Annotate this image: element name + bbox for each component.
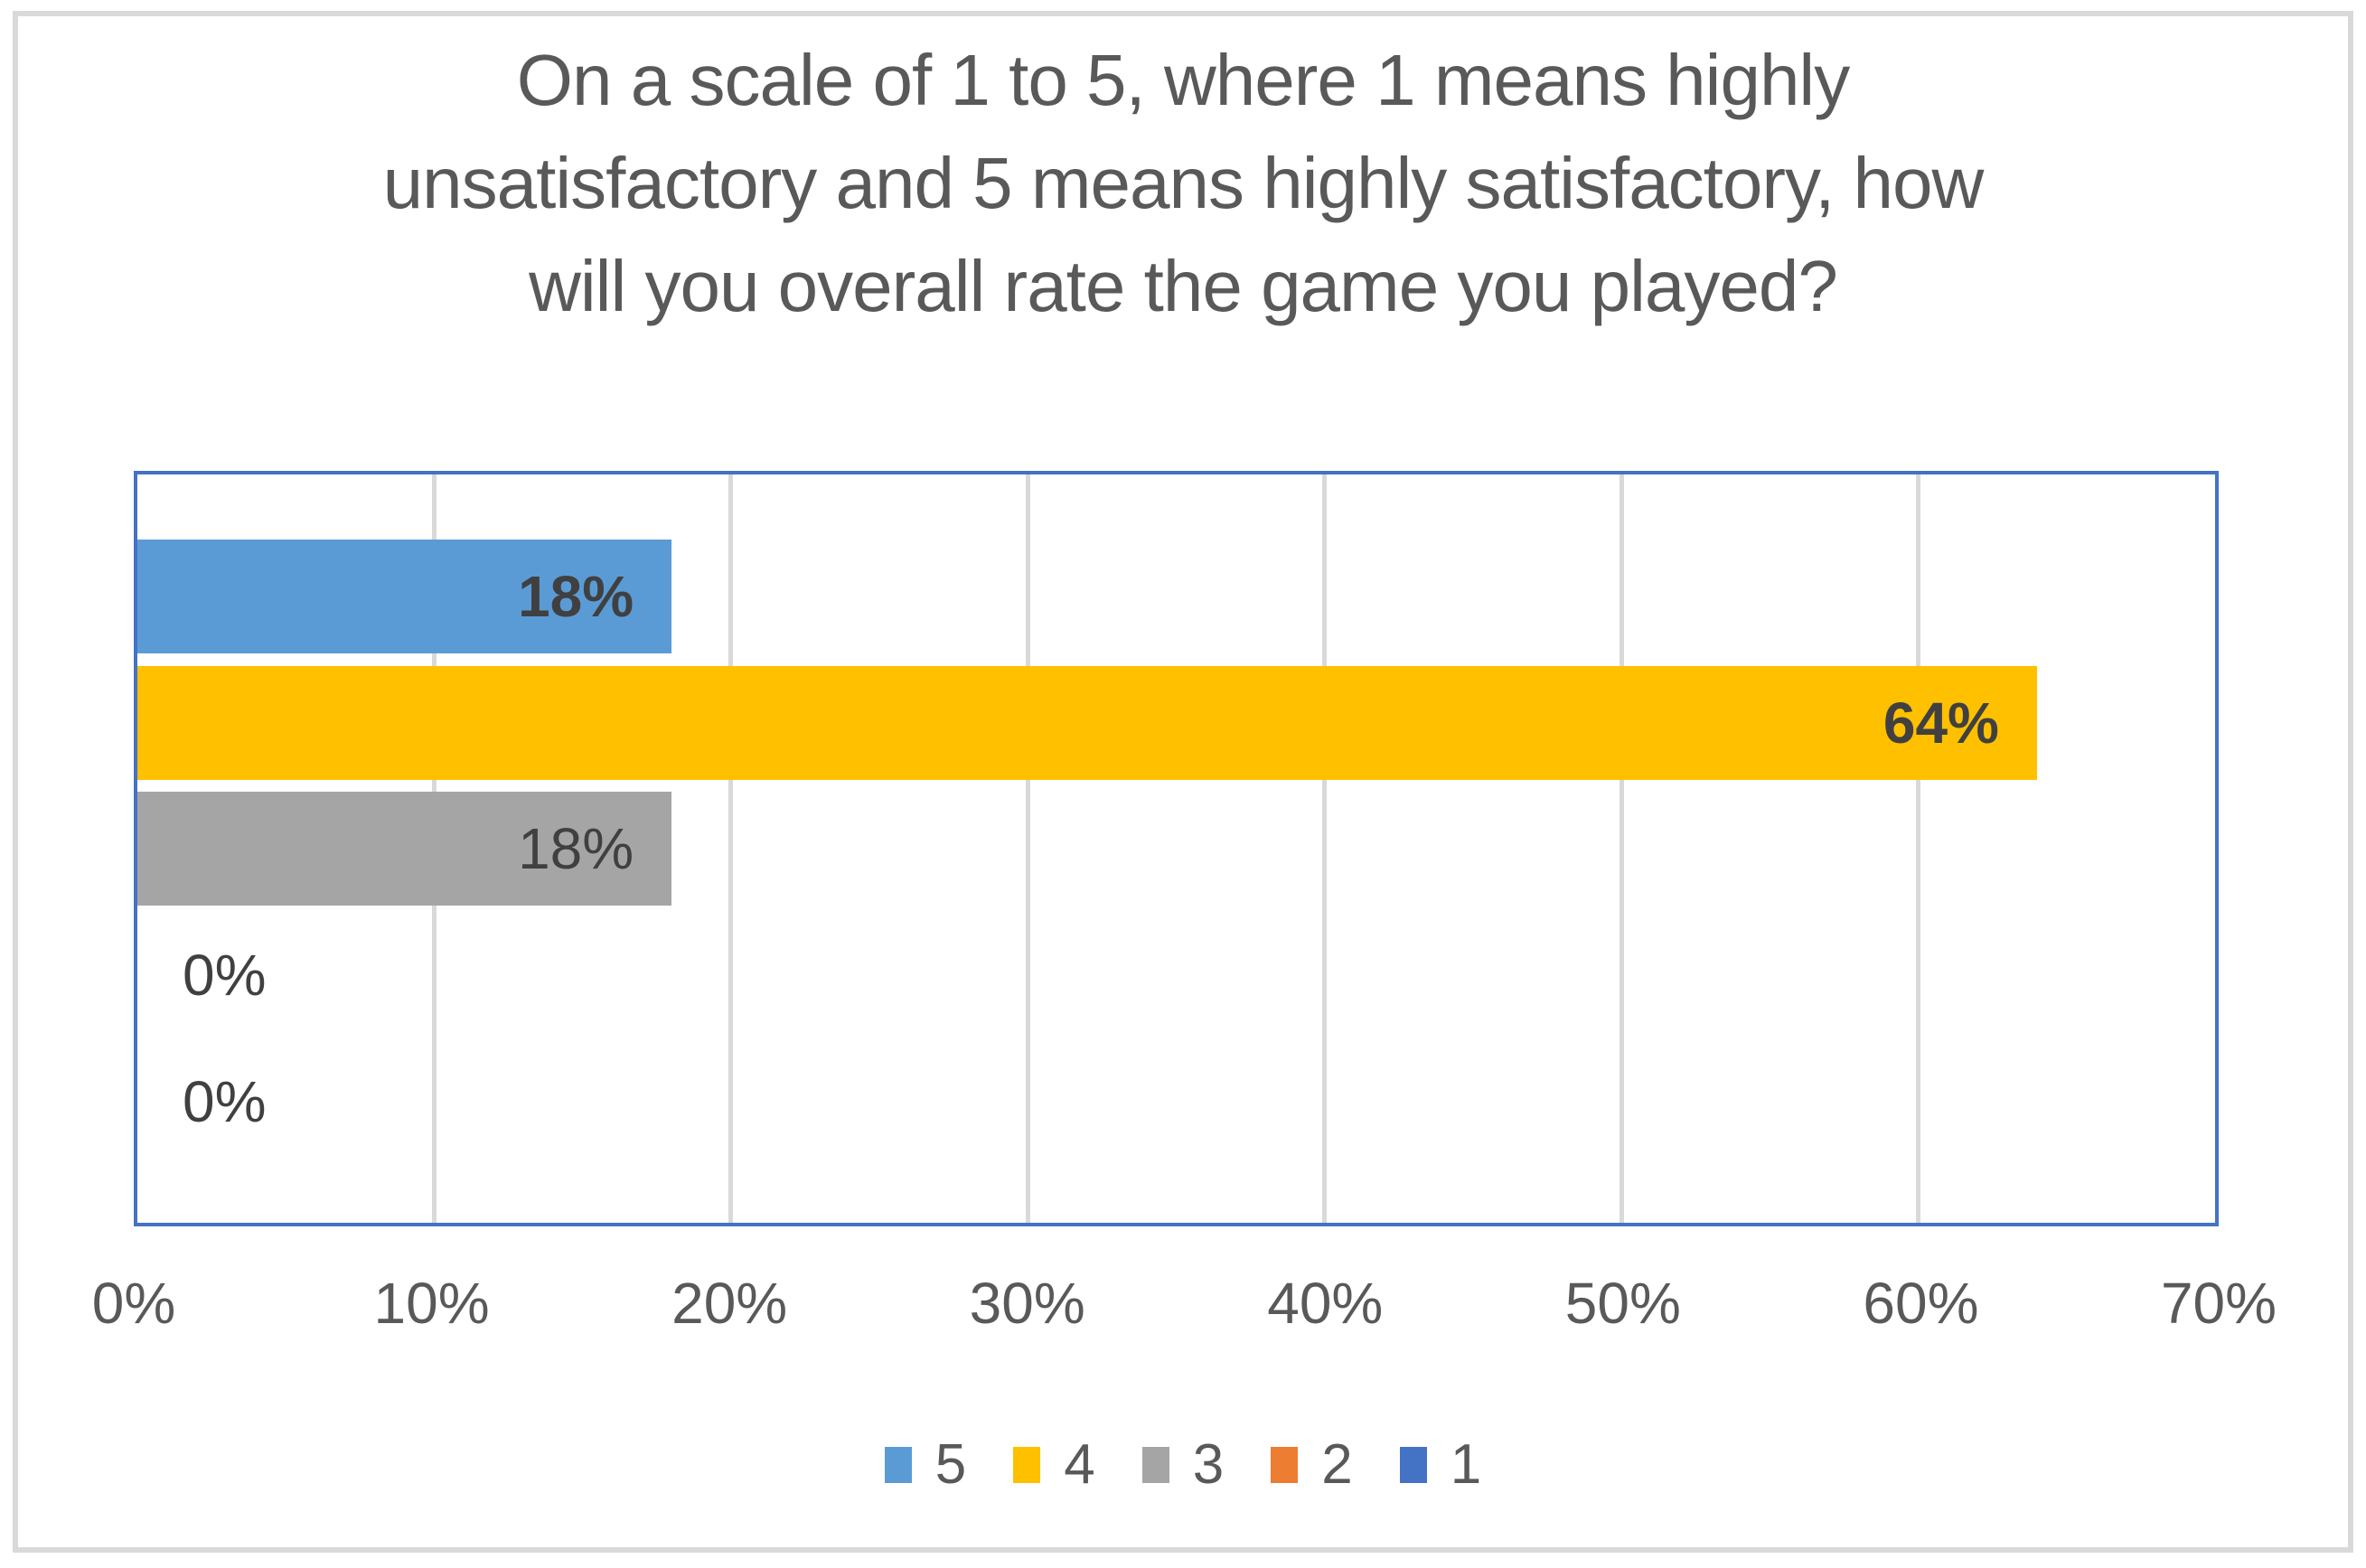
x-tick-label-60%: 60% <box>1863 1271 1979 1336</box>
chart-title: On a scale of 1 to 5, where 1 means high… <box>0 29 2366 338</box>
value-label-3: 18% <box>518 815 634 881</box>
legend-item-1: 1 <box>1399 1432 1482 1497</box>
legend-swatch-3 <box>1141 1446 1169 1483</box>
legend-label-4: 4 <box>1064 1433 1095 1496</box>
gridline-60% <box>1916 474 1921 1223</box>
gridline-40% <box>1322 474 1328 1223</box>
bar-row-1: 0% <box>137 1038 2215 1163</box>
legend: 5 4 3 2 1 <box>0 1432 2366 1497</box>
x-axis: 0% 10% 20% 30% 40% 50% 60% 70% <box>92 1267 2277 1339</box>
legend-item-4: 4 <box>1013 1432 1095 1497</box>
legend-item-3: 3 <box>1141 1432 1225 1497</box>
x-tick-label-50%: 50% <box>1564 1271 1681 1336</box>
bar-row-4: 64% <box>137 660 2215 785</box>
value-label-2: 0% <box>183 943 267 1009</box>
bar-3: 18% <box>137 791 672 906</box>
legend-label-2: 2 <box>1321 1433 1353 1496</box>
gridline-30% <box>1025 474 1030 1223</box>
plot-area: 18% 64% 18% 0% 0% <box>134 471 2219 1226</box>
legend-swatch-4 <box>1013 1446 1041 1483</box>
bar-row-3: 18% <box>137 785 2215 911</box>
legend-label-1: 1 <box>1450 1433 1482 1496</box>
value-label-5: 18% <box>518 564 634 630</box>
legend-swatch-5 <box>884 1446 912 1483</box>
chart-title-line-1: On a scale of 1 to 5, where 1 means high… <box>516 40 1850 120</box>
legend-label-5: 5 <box>934 1433 967 1496</box>
legend-label-3: 3 <box>1192 1433 1225 1496</box>
chart-title-line-2: unsatisfactory and 5 means highly satisf… <box>382 143 1985 223</box>
legend-item-2: 2 <box>1271 1432 1353 1497</box>
value-label-4: 64% <box>1882 690 1999 756</box>
bar-row-5: 18% <box>137 534 2215 660</box>
chart-title-line-3: will you overall rate the game you playe… <box>529 246 1838 326</box>
x-tick-label-20%: 20% <box>671 1271 788 1336</box>
x-tick-label-0%: 0% <box>91 1271 176 1336</box>
legend-item-5: 5 <box>884 1432 967 1497</box>
legend-swatch-1 <box>1399 1446 1427 1483</box>
x-tick-label-70%: 70% <box>2160 1271 2277 1336</box>
plot-inner: 18% 64% 18% 0% 0% <box>137 474 2215 1223</box>
bar-5: 18% <box>137 540 672 654</box>
legend-swatch-2 <box>1271 1446 1299 1483</box>
bar-row-2: 0% <box>137 912 2215 1038</box>
x-tick-label-40%: 40% <box>1267 1271 1384 1336</box>
x-tick-label-10%: 10% <box>373 1271 490 1336</box>
bar-4: 64% <box>137 665 2037 780</box>
gridline-20% <box>728 474 734 1223</box>
gridline-50% <box>1619 474 1624 1223</box>
value-label-1: 0% <box>183 1068 267 1134</box>
x-tick-label-30%: 30% <box>969 1271 1085 1336</box>
